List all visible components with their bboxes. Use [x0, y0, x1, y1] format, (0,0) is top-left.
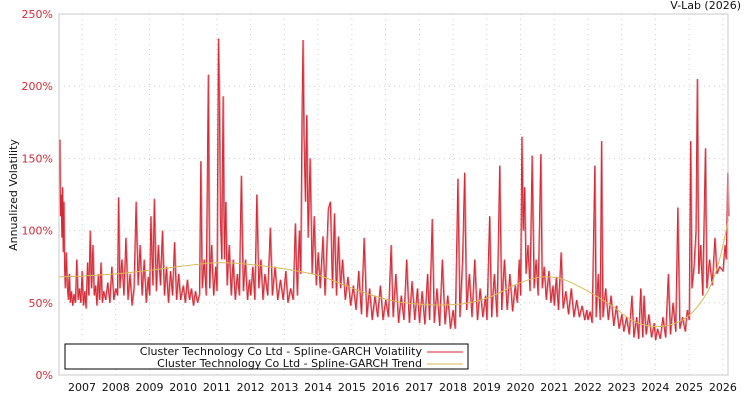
x-tick-label: 2013	[270, 381, 298, 394]
x-tick-label: 2012	[237, 381, 265, 394]
x-tick-label: 2023	[608, 381, 636, 394]
x-tick-label: 2007	[68, 381, 96, 394]
x-tick-label: 2017	[405, 381, 433, 394]
x-tick-label: 2021	[540, 381, 568, 394]
x-tick-label: 2016	[372, 381, 400, 394]
y-tick-label: 50%	[29, 297, 53, 310]
x-tick-label: 2009	[135, 381, 163, 394]
x-tick-label: 2026	[709, 381, 737, 394]
trend-line	[59, 218, 730, 328]
legend: Cluster Technology Co Ltd - Spline-GARCH…	[64, 343, 469, 370]
x-tick-label: 2025	[675, 381, 703, 394]
y-tick-label: 250%	[22, 8, 53, 21]
y-axis-label: Annualized Volatility	[7, 139, 20, 251]
x-tick-label: 2015	[338, 381, 366, 394]
x-tick-label: 2010	[169, 381, 197, 394]
y-tick-label: 200%	[22, 80, 53, 93]
x-tick-label: 2014	[304, 381, 332, 394]
x-tick-label: 2008	[102, 381, 130, 394]
legend-box	[64, 343, 469, 370]
x-tick-label: 2022	[574, 381, 602, 394]
y-tick-label: 150%	[22, 152, 53, 165]
plot-frame	[58, 13, 729, 376]
y-tick-label: 100%	[22, 225, 53, 238]
legend-label-trend: Cluster Technology Co Ltd - Spline-GARCH…	[157, 357, 422, 370]
y-axis-ticks: 0% 50% 100% 150% 200% 250%	[22, 8, 53, 382]
x-tick-label: 2024	[641, 381, 669, 394]
x-tick-label: 2011	[203, 381, 231, 394]
x-tick-label: 2018	[439, 381, 467, 394]
volatility-line	[58, 38, 730, 341]
series-lines	[58, 38, 730, 341]
y-tick-label: 0%	[36, 369, 53, 382]
legend-label-volatility: Cluster Technology Co Ltd - Spline-GARCH…	[140, 345, 423, 358]
volatility-line-shadow	[59, 38, 730, 341]
credit-label: V-Lab (2026)	[670, 0, 741, 12]
x-tick-label: 2020	[506, 381, 534, 394]
x-axis-ticks: 2007 2008 2009 2010 2011 2012 2013 2014 2015 2016…	[68, 381, 737, 394]
x-tick-label: 2019	[473, 381, 501, 394]
